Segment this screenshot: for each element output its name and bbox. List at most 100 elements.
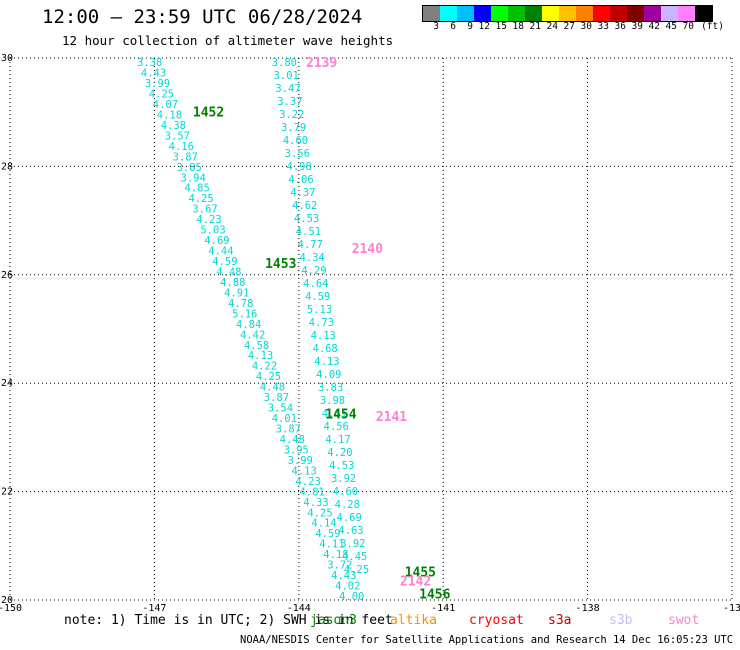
pass-number-label: 1452 xyxy=(193,106,224,121)
satellite-label-altika: altika xyxy=(390,613,437,628)
y-axis-tick-labels: 30 28 26 24 22 20 xyxy=(1,53,13,606)
wave-height-value: 3.87 xyxy=(264,392,289,404)
legend-label: (ft) xyxy=(701,21,724,32)
wave-height-value: 4.02 xyxy=(335,581,360,593)
wave-height-value: 4.18 xyxy=(323,549,348,561)
legend-label: 30 xyxy=(580,21,592,32)
legend-swatch xyxy=(559,6,576,21)
wave-height-value: 4.62 xyxy=(292,200,317,212)
wave-height-value: 4.13 xyxy=(314,356,339,368)
legend-label: 9 xyxy=(467,21,473,32)
legend-swatch xyxy=(491,6,508,21)
legend-label: 3 xyxy=(433,21,439,32)
pass-number-label: 1454 xyxy=(325,407,356,422)
legend-swatch xyxy=(576,6,593,21)
y-tick-label: 20 xyxy=(1,595,13,606)
pass-number-label: 2140 xyxy=(352,242,383,257)
satellite-label-swot: swot xyxy=(668,613,700,628)
wave-height-value: 5.13 xyxy=(307,304,332,316)
legend-label: 27 xyxy=(563,21,575,32)
wave-height-color-legend xyxy=(422,5,713,22)
wave-height-value: 4.69 xyxy=(337,512,362,524)
wave-height-value: 4.77 xyxy=(298,239,323,251)
wave-height-value: 4.60 xyxy=(333,486,358,498)
x-tick-label: -138 xyxy=(576,603,600,614)
legend-swatch xyxy=(593,6,610,21)
wave-height-value: 4.69 xyxy=(204,235,229,247)
east-track-values: 3.803.013.473.373.223.794.603.564.984.06… xyxy=(272,57,369,576)
page-subtitle: 12 hour collection of altimeter wave hei… xyxy=(62,33,394,48)
wave-height-value: 4.78 xyxy=(228,298,253,310)
note-text: note: 1) Time is in UTC; 2) SWH is in fe… xyxy=(64,613,393,628)
wave-height-value: 4.53 xyxy=(329,460,354,472)
page-title: 12:00 – 23:59 UTC 06/28/2024 xyxy=(42,6,363,28)
wave-height-value: 4.85 xyxy=(185,183,210,195)
wave-height-value: 4.68 xyxy=(312,343,337,355)
wave-height-value: 3.54 xyxy=(268,403,293,415)
y-tick-label: 24 xyxy=(1,378,13,389)
wave-height-value: 3.47 xyxy=(275,83,300,95)
wave-height-value: 4.23 xyxy=(295,476,320,488)
wave-height-value: 4.34 xyxy=(299,252,324,264)
pass-number-label: 2141 xyxy=(376,410,407,425)
legend-swatch xyxy=(678,6,695,21)
y-tick-label: 30 xyxy=(1,53,13,64)
wave-height-value: 4.44 xyxy=(208,246,233,258)
wave-height-value: 4.18 xyxy=(157,109,182,121)
wave-height-value: 4.81 xyxy=(299,486,324,498)
wave-height-value: 4.48 xyxy=(216,266,241,278)
legend-swatch xyxy=(542,6,559,21)
legend-swatch xyxy=(423,6,440,21)
wave-height-value: 4.07 xyxy=(153,99,178,111)
legend-label: 15 xyxy=(495,21,507,32)
wave-height-value: 4.38 xyxy=(161,120,186,132)
map-grid xyxy=(9,57,733,601)
pass-labels: 1452 1453 1454 1455 1456 2139 2140 2141 2142 xyxy=(193,56,451,602)
wave-height-value: 3.85 xyxy=(177,162,202,174)
x-tick-label: -141 xyxy=(431,603,455,614)
y-tick-label: 26 xyxy=(1,270,13,281)
x-tick-label: -147 xyxy=(142,603,166,614)
legend-label: 18 xyxy=(512,21,524,32)
wave-height-value: 3.83 xyxy=(318,382,343,394)
wave-height-value: 5.16 xyxy=(232,308,257,320)
wave-height-value: 3.22 xyxy=(279,109,304,121)
wave-height-value: 4.84 xyxy=(236,319,261,331)
legend-label: 33 xyxy=(597,21,609,32)
pass-number-label: 1453 xyxy=(265,257,296,272)
wave-height-value: 4.43 xyxy=(331,570,356,582)
wave-height-value: 4.06 xyxy=(288,174,313,186)
wave-height-value: 4.16 xyxy=(169,141,194,153)
wave-height-value: 4.59 xyxy=(315,528,340,540)
wave-height-value: 3.79 xyxy=(281,122,306,134)
wave-height-value: 4.60 xyxy=(283,135,308,147)
x-tick-label: -150 xyxy=(0,603,22,614)
wave-height-value: 4.25 xyxy=(188,193,213,205)
satellite-label-s3a: s3a xyxy=(548,613,572,628)
wave-height-value: 4.42 xyxy=(240,329,265,341)
wave-height-value: 3.95 xyxy=(284,444,309,456)
pass-number-label: 2142 xyxy=(400,574,431,589)
legend-swatch xyxy=(644,6,661,21)
wave-height-value: 4.59 xyxy=(212,256,237,268)
x-axis-tick-labels: -150 -147 -144 -141 -138 -13 xyxy=(0,603,740,614)
wave-height-value: 4.14 xyxy=(311,518,336,530)
legend-swatch xyxy=(508,6,525,21)
legend-label: 45 xyxy=(665,21,677,32)
wave-height-value: 3.92 xyxy=(340,538,365,550)
wave-height-value: 4.23 xyxy=(196,214,221,226)
wave-height-value: 4.25 xyxy=(307,507,332,519)
satellite-label-jason3: jason3 xyxy=(310,613,357,628)
wave-height-value: 4.20 xyxy=(327,447,352,459)
wave-height-value: 4.51 xyxy=(296,226,321,238)
wave-height-value: 4.48 xyxy=(260,382,285,394)
wave-height-value: 3.94 xyxy=(181,172,206,184)
wave-height-value: 4.56 xyxy=(324,421,349,433)
wave-height-value: 3.87 xyxy=(173,151,198,163)
wave-height-value: 4.64 xyxy=(303,278,328,290)
wave-height-value: 4.00 xyxy=(339,591,364,603)
wave-height-value: 4.63 xyxy=(338,525,363,537)
wave-height-value: 4.48 xyxy=(280,434,305,446)
legend-swatch xyxy=(627,6,644,21)
wave-height-value: 4.58 xyxy=(244,340,269,352)
